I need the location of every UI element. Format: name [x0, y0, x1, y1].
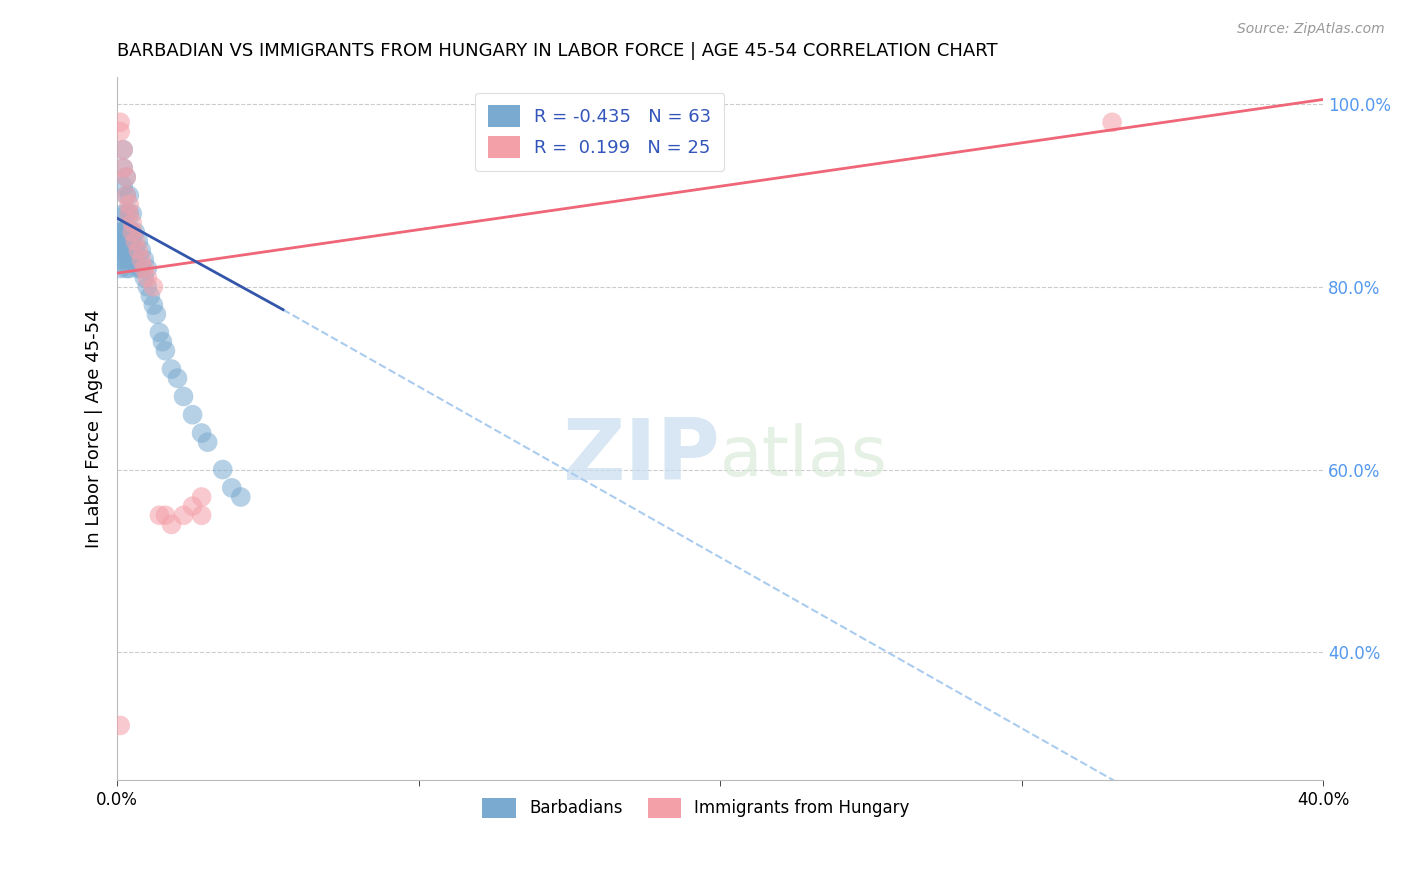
Point [112, 179, 135, 194]
Point [127, 261, 149, 276]
Point [121, 207, 143, 221]
Point [112, 161, 135, 175]
Point [190, 425, 212, 440]
Text: ZIP: ZIP [562, 415, 720, 498]
Point [112, 244, 135, 258]
Point [127, 234, 149, 248]
Y-axis label: In Labor Force | Age 45-54: In Labor Force | Age 45-54 [86, 310, 103, 548]
Point [136, 270, 159, 285]
Point [131, 261, 153, 276]
Point [118, 207, 141, 221]
Point [134, 261, 156, 276]
Point [118, 197, 141, 211]
Point [221, 481, 243, 495]
Point [115, 225, 138, 239]
Point [173, 508, 195, 523]
Point [127, 244, 149, 258]
Point [160, 517, 183, 532]
Point [148, 326, 170, 340]
Point [181, 499, 204, 513]
Point [131, 244, 153, 258]
Point [118, 188, 141, 202]
Point [112, 225, 135, 239]
Point [118, 244, 141, 258]
Point [142, 280, 165, 294]
Point [134, 270, 156, 285]
Point [124, 225, 146, 239]
Point [112, 234, 135, 248]
Point [118, 225, 141, 239]
Text: Source: ZipAtlas.com: Source: ZipAtlas.com [1237, 22, 1385, 37]
Point [181, 408, 204, 422]
Point [115, 170, 138, 185]
Point [108, 115, 131, 129]
Point [127, 252, 149, 267]
Legend: Barbadians, Immigrants from Hungary: Barbadians, Immigrants from Hungary [475, 791, 917, 825]
Text: atlas: atlas [720, 423, 889, 490]
Point [134, 252, 156, 267]
Point [173, 389, 195, 403]
Point [145, 307, 167, 321]
Point [124, 244, 146, 258]
Point [136, 261, 159, 276]
Point [124, 252, 146, 267]
Point [121, 216, 143, 230]
Point [112, 207, 135, 221]
Point [136, 280, 159, 294]
Point [121, 225, 143, 239]
Point [108, 261, 131, 276]
Point [108, 244, 131, 258]
Point [118, 234, 141, 248]
Point [118, 207, 141, 221]
Point [118, 261, 141, 276]
Point [115, 252, 138, 267]
Point [115, 207, 138, 221]
Point [108, 124, 131, 138]
Point [115, 234, 138, 248]
Point [115, 244, 138, 258]
Point [112, 161, 135, 175]
Point [121, 252, 143, 267]
Point [155, 508, 177, 523]
Point [108, 244, 131, 258]
Point [124, 234, 146, 248]
Point [108, 225, 131, 239]
Point [155, 343, 177, 358]
Point [197, 435, 219, 450]
Point [108, 252, 131, 267]
Point [229, 490, 252, 504]
Point [108, 225, 131, 239]
Point [108, 234, 131, 248]
Point [190, 490, 212, 504]
Text: BARBADIAN VS IMMIGRANTS FROM HUNGARY IN LABOR FORCE | AGE 45-54 CORRELATION CHAR: BARBADIAN VS IMMIGRANTS FROM HUNGARY IN … [117, 42, 998, 60]
Point [121, 234, 143, 248]
Point [142, 298, 165, 312]
Point [166, 371, 188, 385]
Point [131, 252, 153, 267]
Point [112, 143, 135, 157]
Point [118, 252, 141, 267]
Point [1101, 115, 1123, 129]
Point [121, 225, 143, 239]
Point [190, 508, 212, 523]
Point [108, 718, 131, 732]
Point [121, 244, 143, 258]
Point [148, 508, 170, 523]
Point [115, 261, 138, 276]
Point [108, 234, 131, 248]
Point [108, 225, 131, 239]
Point [115, 188, 138, 202]
Point [160, 362, 183, 376]
Point [115, 188, 138, 202]
Point [139, 289, 162, 303]
Point [115, 170, 138, 185]
Point [152, 334, 174, 349]
Point [211, 462, 233, 476]
Point [112, 143, 135, 157]
